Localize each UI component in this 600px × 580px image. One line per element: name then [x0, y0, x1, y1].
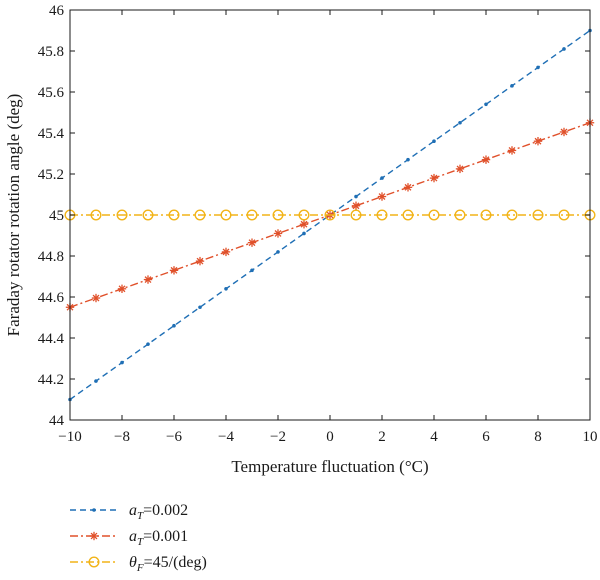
data-point: [224, 287, 228, 291]
data-point: [220, 209, 232, 221]
legend: aT=0.002 aT=0.001 θF=45/(deg): [70, 502, 207, 574]
data-point: [324, 209, 336, 221]
data-point: [429, 173, 439, 183]
data-point: [198, 305, 202, 310]
x-tick-label: −6: [166, 429, 182, 445]
data-point: [455, 164, 465, 174]
data-point: [350, 209, 362, 221]
y-tick-label: 45.6: [38, 85, 65, 101]
y-tick-label: 44.8: [38, 249, 64, 265]
data-point: [377, 192, 387, 201]
y-tick-label: 45.8: [38, 44, 64, 60]
legend-marker: [92, 508, 96, 512]
ticks-layer: −10 −8 −6 −4 −2 0 2 4 6 8 104444.244.444.644.84545…: [38, 3, 598, 445]
data-point: [406, 157, 410, 162]
legend-entry-2: aT=0.001: [70, 528, 188, 548]
data-point: [302, 231, 306, 236]
legend-marker: [89, 531, 99, 541]
data-point: [351, 201, 361, 210]
data-point: [221, 247, 231, 257]
data-point: [480, 209, 492, 221]
data-point: [246, 209, 258, 221]
data-point: [194, 209, 206, 221]
x-tick-label: −8: [114, 429, 130, 445]
x-tick-label: 10: [583, 429, 598, 445]
y-tick-label: 45: [49, 208, 64, 224]
data-point: [428, 209, 440, 221]
series-line-1: [69, 29, 591, 401]
x-tick-label: 0: [326, 429, 334, 445]
data-point: [536, 65, 540, 70]
data-point: [273, 229, 283, 238]
data-point: [510, 84, 514, 88]
data-point: [299, 220, 309, 229]
data-point: [380, 176, 384, 180]
data-point: [506, 209, 518, 221]
data-point: [562, 47, 566, 51]
data-point: [143, 275, 153, 284]
x-tick-label: 2: [378, 429, 386, 445]
data-point: [94, 379, 98, 383]
y-tick-label: 45.2: [38, 167, 64, 183]
data-point: [169, 266, 179, 275]
data-point: [484, 102, 488, 107]
data-point: [402, 209, 414, 221]
series-layer: [64, 28, 596, 402]
data-point: [116, 209, 128, 221]
data-point: [559, 127, 569, 137]
data-point: [432, 139, 436, 143]
y-tick-label: 44.2: [38, 372, 64, 388]
data-point: [354, 194, 358, 199]
x-tick-label: −4: [218, 429, 234, 445]
data-point: [558, 209, 570, 221]
x-tick-label: −10: [58, 429, 81, 445]
data-point: [142, 209, 154, 221]
data-point: [272, 209, 284, 221]
data-point: [298, 209, 310, 221]
data-point: [91, 293, 101, 303]
legend-marker: [88, 556, 100, 568]
data-point: [507, 146, 517, 155]
data-point: [120, 360, 124, 365]
legend-label: θF=45/(deg): [129, 554, 207, 574]
y-tick-label: 45.4: [38, 126, 65, 142]
x-tick-label: −2: [270, 429, 286, 445]
data-point: [247, 238, 257, 247]
y-tick-label: 46: [49, 3, 65, 19]
y-tick-label: 44: [49, 413, 65, 429]
y-tick-label: 44.4: [38, 331, 65, 347]
data-point: [90, 209, 102, 221]
y-tick-label: 44.6: [38, 290, 65, 306]
data-point: [276, 250, 280, 254]
data-point: [458, 120, 462, 125]
data-point: [117, 284, 127, 293]
data-point: [532, 209, 544, 221]
data-point: [403, 183, 413, 192]
legend-label: aT=0.001: [129, 528, 188, 548]
data-point: [376, 209, 388, 221]
data-point: [195, 256, 205, 266]
x-axis-title: Temperature fluctuation (°C): [231, 457, 428, 476]
data-point: [250, 268, 254, 273]
x-tick-label: 6: [482, 429, 490, 445]
data-point: [481, 155, 491, 164]
data-point: [146, 342, 150, 346]
x-tick-label: 8: [534, 429, 542, 445]
y-axis-title: Faraday rotator rotation angle (deg): [4, 94, 23, 337]
data-point: [454, 209, 466, 221]
data-point: [168, 209, 180, 221]
x-tick-label: 4: [430, 429, 438, 445]
legend-entry-3: θF=45/(deg): [70, 554, 207, 574]
data-point: [172, 323, 176, 328]
legend-label: aT=0.002: [129, 502, 188, 522]
data-point: [533, 137, 543, 146]
legend-entry-1: aT=0.002: [70, 502, 188, 522]
